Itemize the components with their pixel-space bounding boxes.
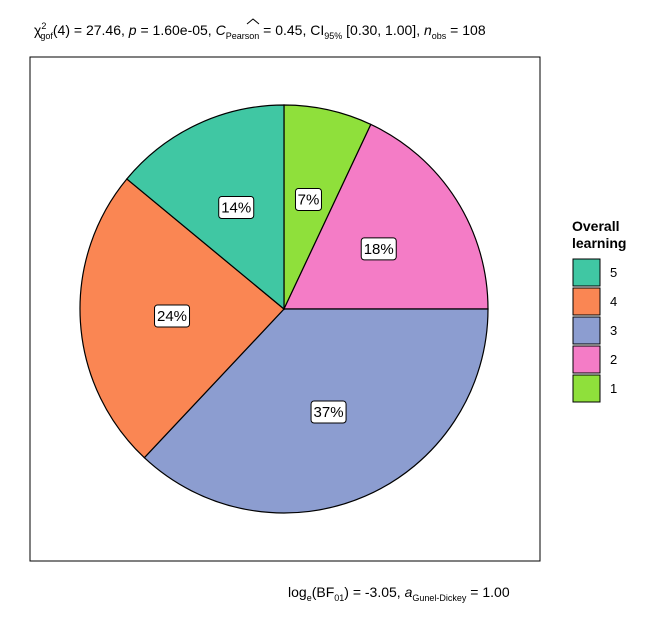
legend-label-5: 5 <box>610 265 617 280</box>
slice-label-3: 37% <box>310 400 347 424</box>
label-text-1: 7% <box>298 192 320 209</box>
legend-title-line1: Overall <box>572 218 619 234</box>
slice-label-1: 7% <box>294 188 322 212</box>
chart-title: χ2 gof(4) = 27.46, p = 1.60e-05, CPearson… <box>34 21 486 41</box>
legend-label-1: 1 <box>610 381 617 396</box>
legend: Overall learning 5 4 3 2 1 <box>572 218 626 403</box>
legend-label-2: 2 <box>610 352 617 367</box>
pie-slice-5 <box>125 104 285 311</box>
legend-title-line2: learning <box>572 235 626 251</box>
label-box-5 <box>218 195 255 219</box>
label-text-2: 18% <box>364 241 394 258</box>
legend-swatch-4 <box>572 287 601 316</box>
legend-label-3: 3 <box>610 323 617 338</box>
slice-label-4: 24% <box>154 304 191 328</box>
pie-slice-2 <box>283 123 489 310</box>
c-pearson-symbol: C <box>216 22 227 38</box>
legend-swatch-5 <box>572 258 601 287</box>
slice-labels: 7% 18% 37% 24% 14% <box>154 188 397 424</box>
legend-label-4: 4 <box>610 294 617 309</box>
label-box-2 <box>360 237 397 261</box>
chart-caption: loge(BF01) = -3.05, aGunel-Dickey = 1.00 <box>288 584 510 603</box>
label-box-3 <box>310 400 347 424</box>
slice-label-5: 14% <box>218 195 255 219</box>
label-box-1 <box>294 188 322 212</box>
legend-swatch-2 <box>572 345 601 374</box>
hat-accent <box>246 18 260 25</box>
label-text-5: 14% <box>221 199 251 216</box>
pie-slices <box>79 104 489 514</box>
label-text-3: 37% <box>314 404 344 421</box>
legend-swatch-3 <box>572 316 601 345</box>
label-text-4: 24% <box>157 308 187 325</box>
label-box-4 <box>154 304 191 328</box>
slice-label-2: 18% <box>360 237 397 261</box>
legend-swatch-1 <box>572 374 601 403</box>
